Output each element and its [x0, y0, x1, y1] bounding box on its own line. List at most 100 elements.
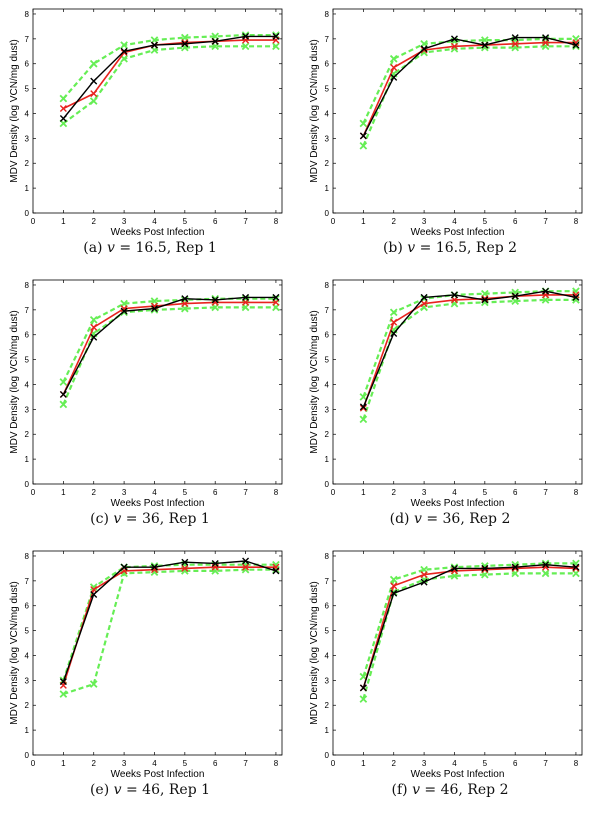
upper-ci-point: [59, 94, 68, 103]
y-tick-label: 2: [325, 430, 330, 439]
observed-point: [120, 47, 128, 55]
x-tick-label: 7: [543, 488, 548, 497]
model-mean-point: [90, 323, 98, 331]
upper-ci-point: [389, 575, 398, 584]
y-tick-label: 3: [25, 405, 30, 414]
lower-ci-point: [359, 141, 368, 150]
y-tick-label: 6: [25, 602, 30, 611]
observed-point: [359, 684, 367, 692]
chart-svg: 0 1 2 3 4 5 6 7 8 0 1 2 3 4 5 6 7 8 Weeks Post Infection MD…: [9, 279, 283, 509]
y-tick-label: 0: [25, 751, 30, 760]
plot-frame: [32, 550, 283, 756]
caption-tag: (d): [389, 511, 414, 527]
plot-frame: [332, 8, 583, 214]
y-tick-label: 6: [325, 602, 330, 611]
y-tick-label: 7: [325, 35, 330, 44]
x-tick-label: 4: [452, 488, 457, 497]
y-tick-label: 0: [25, 209, 30, 218]
x-tick-label: 3: [122, 759, 127, 768]
y-tick-label: 5: [25, 85, 30, 94]
y-tick-label: 7: [25, 35, 30, 44]
y-tick-label: 4: [25, 109, 30, 118]
caption-variable: v: [413, 511, 422, 527]
observed-point: [181, 295, 189, 303]
y-tick-label: 6: [325, 60, 330, 69]
x-tick-label: 3: [422, 759, 427, 768]
x-tick-label: 2: [392, 488, 397, 497]
y-tick-label: 2: [325, 159, 330, 168]
y-tick-label: 2: [25, 701, 30, 710]
upper-ci-point: [389, 308, 398, 317]
observed-point: [120, 307, 128, 315]
y-axis-label: MDV Density (log VCN/mg dust): [9, 39, 20, 182]
plot-frame: [32, 8, 283, 214]
x-tick-label: 3: [422, 217, 427, 226]
x-tick-label: 8: [574, 488, 579, 497]
upper-ci-line: [62, 563, 276, 681]
y-tick-label: 0: [325, 480, 330, 489]
caption-value: = 46, Rep 2: [419, 782, 509, 798]
y-tick-label: 4: [25, 651, 30, 660]
observed-point: [150, 305, 158, 313]
y-tick-label: 8: [325, 10, 330, 19]
chart-panel: 0 1 2 3 4 5 6 7 8 0 1 2 3 4 5 6 7 8 Weeks Post Infection MD…: [0, 542, 300, 813]
observed-point: [242, 557, 250, 565]
observed-point: [272, 567, 280, 575]
model-mean-point: [242, 563, 250, 571]
observed-point: [450, 564, 458, 572]
observed-point: [511, 34, 519, 42]
lower-ci-point: [541, 569, 550, 578]
y-tick-label: 5: [325, 85, 330, 94]
y-axis-label: MDV Density (log VCN/mg dust): [9, 581, 20, 724]
x-tick-label: 7: [243, 759, 248, 768]
lower-ci-point: [59, 400, 68, 409]
x-tick-label: 6: [513, 217, 518, 226]
y-tick-label: 3: [25, 134, 30, 143]
observed-line: [362, 564, 576, 689]
caption-value: = 36, Rep 1: [121, 511, 210, 527]
observed-point: [211, 559, 219, 567]
model-mean-point: [390, 318, 398, 326]
model-mean-point: [420, 300, 428, 308]
observed-point: [450, 291, 458, 299]
y-axis-label: MDV Density (log VCN/mg dust): [309, 581, 320, 724]
x-tick-label: 0: [31, 759, 36, 768]
x-tick-label: 7: [543, 759, 548, 768]
caption-variable: v: [407, 240, 416, 256]
observed-point: [272, 293, 280, 301]
x-tick-label: 0: [331, 488, 336, 497]
x-tick-label: 1: [361, 759, 366, 768]
x-tick-label: 4: [152, 488, 157, 497]
x-tick-label: 1: [61, 217, 66, 226]
observed-point: [181, 40, 189, 48]
lower-ci-line: [362, 298, 576, 420]
y-tick-label: 1: [25, 184, 30, 193]
x-tick-label: 2: [392, 217, 397, 226]
x-tick-label: 4: [452, 217, 457, 226]
observed-line: [62, 296, 276, 395]
observed-point: [390, 73, 398, 81]
y-tick-label: 7: [25, 306, 30, 315]
chart-panel: 0 1 2 3 4 5 6 7 8 0 1 2 3 4 5 6 7 8 Weeks Post Infection MD…: [300, 271, 600, 542]
y-tick-label: 5: [325, 627, 330, 636]
model-mean-point: [359, 404, 367, 412]
y-tick-label: 6: [25, 331, 30, 340]
model-mean-point: [90, 90, 98, 98]
y-tick-label: 8: [325, 552, 330, 561]
observed-point: [481, 564, 489, 572]
chart-panel: 0 1 2 3 4 5 6 7 8 0 1 2 3 4 5 6 7 8 Weeks Post Infection MD…: [300, 542, 600, 813]
x-tick-label: 3: [122, 217, 127, 226]
plot-frame: [332, 550, 583, 756]
model-mean-point: [450, 42, 458, 50]
lower-ci-point: [272, 42, 280, 51]
model-mean-line: [362, 41, 576, 137]
lower-ci-line: [63, 568, 276, 696]
observed-point: [390, 589, 398, 597]
x-tick-label: 8: [274, 217, 279, 226]
upper-ci-line: [62, 33, 276, 100]
upper-ci-point: [389, 54, 398, 63]
observed-point: [420, 578, 428, 586]
x-tick-label: 5: [183, 217, 188, 226]
observed-point: [542, 34, 550, 42]
observed-point: [572, 293, 580, 301]
